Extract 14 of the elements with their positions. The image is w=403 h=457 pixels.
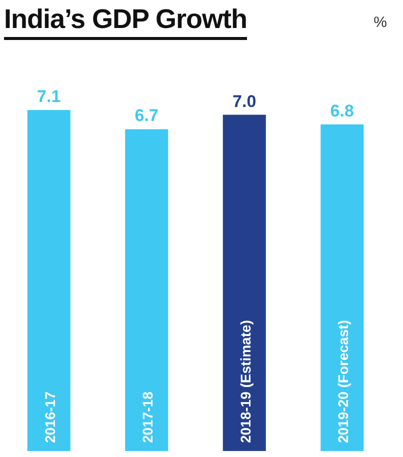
x-tick-label: 2018-19 (Estimate) [237,320,254,443]
data-label: 7.0 [232,92,256,111]
x-tick-label: 2016-17 [42,391,58,443]
bar [320,124,364,451]
data-label: 7.1 [37,87,61,106]
bar [222,114,266,451]
bar [27,110,70,451]
x-tick-label: 2019-20 (Forecast) [335,320,352,443]
data-label: 6.8 [330,101,354,120]
bar [125,129,168,451]
x-tick-label: 2017-18 [140,391,156,443]
text: % [374,14,387,31]
chart-title: India’s GDP Growth [4,4,248,40]
data-label: 6.7 [134,106,158,126]
